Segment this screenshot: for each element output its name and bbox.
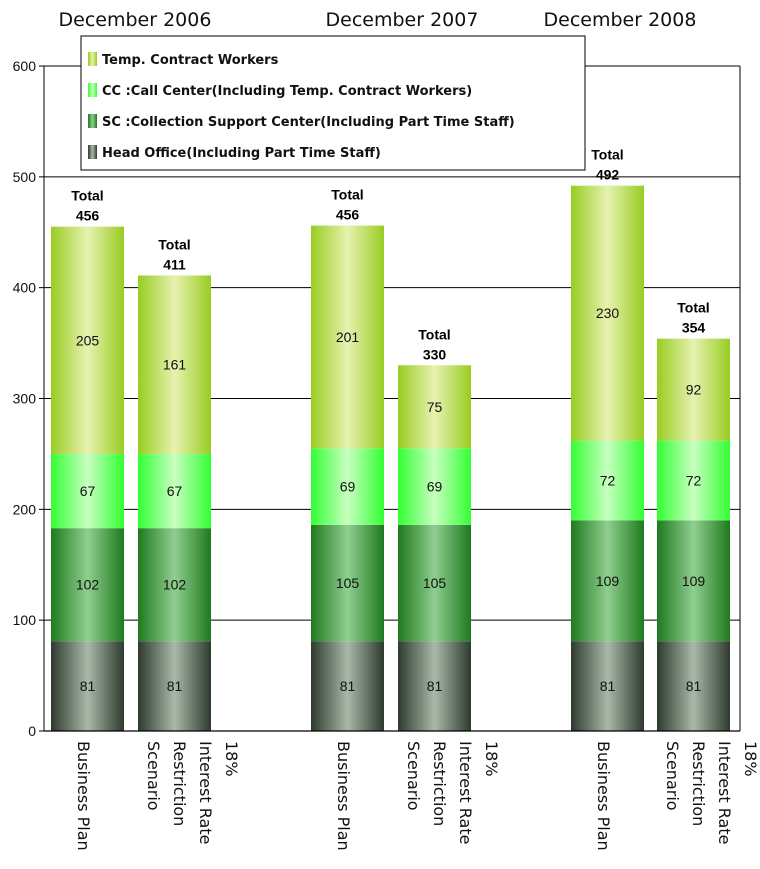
segment-value-label: 230 — [596, 305, 620, 321]
total-value: 411 — [163, 256, 186, 272]
legend-swatch — [88, 145, 97, 159]
category-label: Business Plan — [74, 741, 93, 851]
y-tick-label: 600 — [13, 58, 37, 74]
total-caption: Total — [677, 300, 709, 316]
period-label: December 2007 — [326, 9, 479, 31]
category-label-line: Scenario — [404, 741, 423, 811]
segment-value-label: 69 — [340, 479, 356, 495]
legend: Temp. Contract Workers CC :Call Center(In… — [81, 36, 585, 170]
segment-value-label: 92 — [686, 382, 702, 398]
segment-value-label: 205 — [76, 332, 100, 348]
segment-value-label: 81 — [427, 678, 443, 694]
category-label-line: Interest Rate — [456, 741, 475, 844]
total-caption: Total — [418, 326, 450, 342]
category-label-line: Interest Rate — [196, 741, 215, 844]
total-value: 456 — [336, 207, 360, 223]
segment-value-label: 105 — [336, 575, 360, 591]
total-caption: Total — [591, 147, 623, 163]
y-tick-label: 0 — [28, 723, 36, 739]
period-label: December 2008 — [544, 9, 697, 31]
category-label-line: Scenario — [663, 741, 682, 811]
category-label: Business Plan — [334, 741, 353, 851]
legend-label: Temp. Contract Workers — [102, 53, 279, 68]
segment-value-label: 109 — [682, 573, 706, 589]
category-label-line: Scenario — [144, 741, 163, 811]
category-label-line: Restriction — [430, 741, 449, 826]
y-tick-label: 200 — [13, 501, 37, 517]
y-tick-label: 500 — [13, 169, 37, 185]
segment-value-label: 72 — [600, 473, 616, 489]
total-value: 456 — [76, 208, 100, 224]
y-tick-label: 300 — [13, 391, 37, 407]
total-value: 354 — [682, 320, 706, 336]
rate-suffix-label: 18% — [222, 741, 241, 777]
segment-value-label: 81 — [686, 678, 702, 694]
segment-value-label: 67 — [167, 483, 183, 499]
legend-label: Head Office(Including Part Time Staff) — [102, 146, 381, 161]
total-caption: Total — [158, 236, 190, 252]
segment-value-label: 81 — [80, 678, 96, 694]
y-tick-label: 100 — [13, 612, 37, 628]
segment-value-label: 67 — [80, 483, 96, 499]
category-label-line: Interest Rate — [715, 741, 734, 844]
segment-value-label: 109 — [596, 573, 620, 589]
legend-swatch — [88, 114, 97, 128]
rate-suffix-label: 18% — [741, 741, 760, 777]
category-label: Business Plan — [594, 741, 613, 851]
period-label: December 2006 — [59, 9, 212, 31]
period-labels: December 2006 December 2007 December 2008 — [59, 9, 697, 31]
total-caption: Total — [331, 187, 363, 203]
rate-suffix-label: 18% — [482, 741, 501, 777]
segment-value-label: 69 — [427, 479, 443, 495]
category-label-line: Restriction — [170, 741, 189, 826]
segment-value-label: 81 — [600, 678, 616, 694]
total-caption: Total — [71, 188, 103, 204]
segment-value-label: 81 — [340, 678, 356, 694]
segment-value-label: 102 — [76, 577, 100, 593]
segment-value-label: 102 — [163, 577, 187, 593]
legend-label: SC :Collection Support Center(Including … — [102, 115, 515, 130]
total-value: 492 — [596, 167, 620, 183]
category-labels: Business Plan Interest Rate Restriction Sce… — [74, 741, 760, 851]
segment-value-label: 81 — [167, 678, 183, 694]
y-tick-label: 400 — [13, 280, 37, 296]
legend-swatch — [88, 83, 97, 97]
segment-value-label: 201 — [336, 329, 360, 345]
category-label-line: Restriction — [689, 741, 708, 826]
bars: 81 102 67 205 Total 456 81 102 67 161 Total 411 81 10… — [51, 147, 730, 731]
segment-value-label: 105 — [423, 575, 447, 591]
segment-value-label: 161 — [163, 357, 187, 373]
legend-label: CC :Call Center(Including Temp. Contract… — [102, 84, 472, 99]
segment-value-label: 75 — [427, 399, 443, 415]
segment-value-label: 72 — [686, 473, 702, 489]
legend-swatch — [88, 52, 97, 66]
total-value: 330 — [423, 346, 447, 362]
